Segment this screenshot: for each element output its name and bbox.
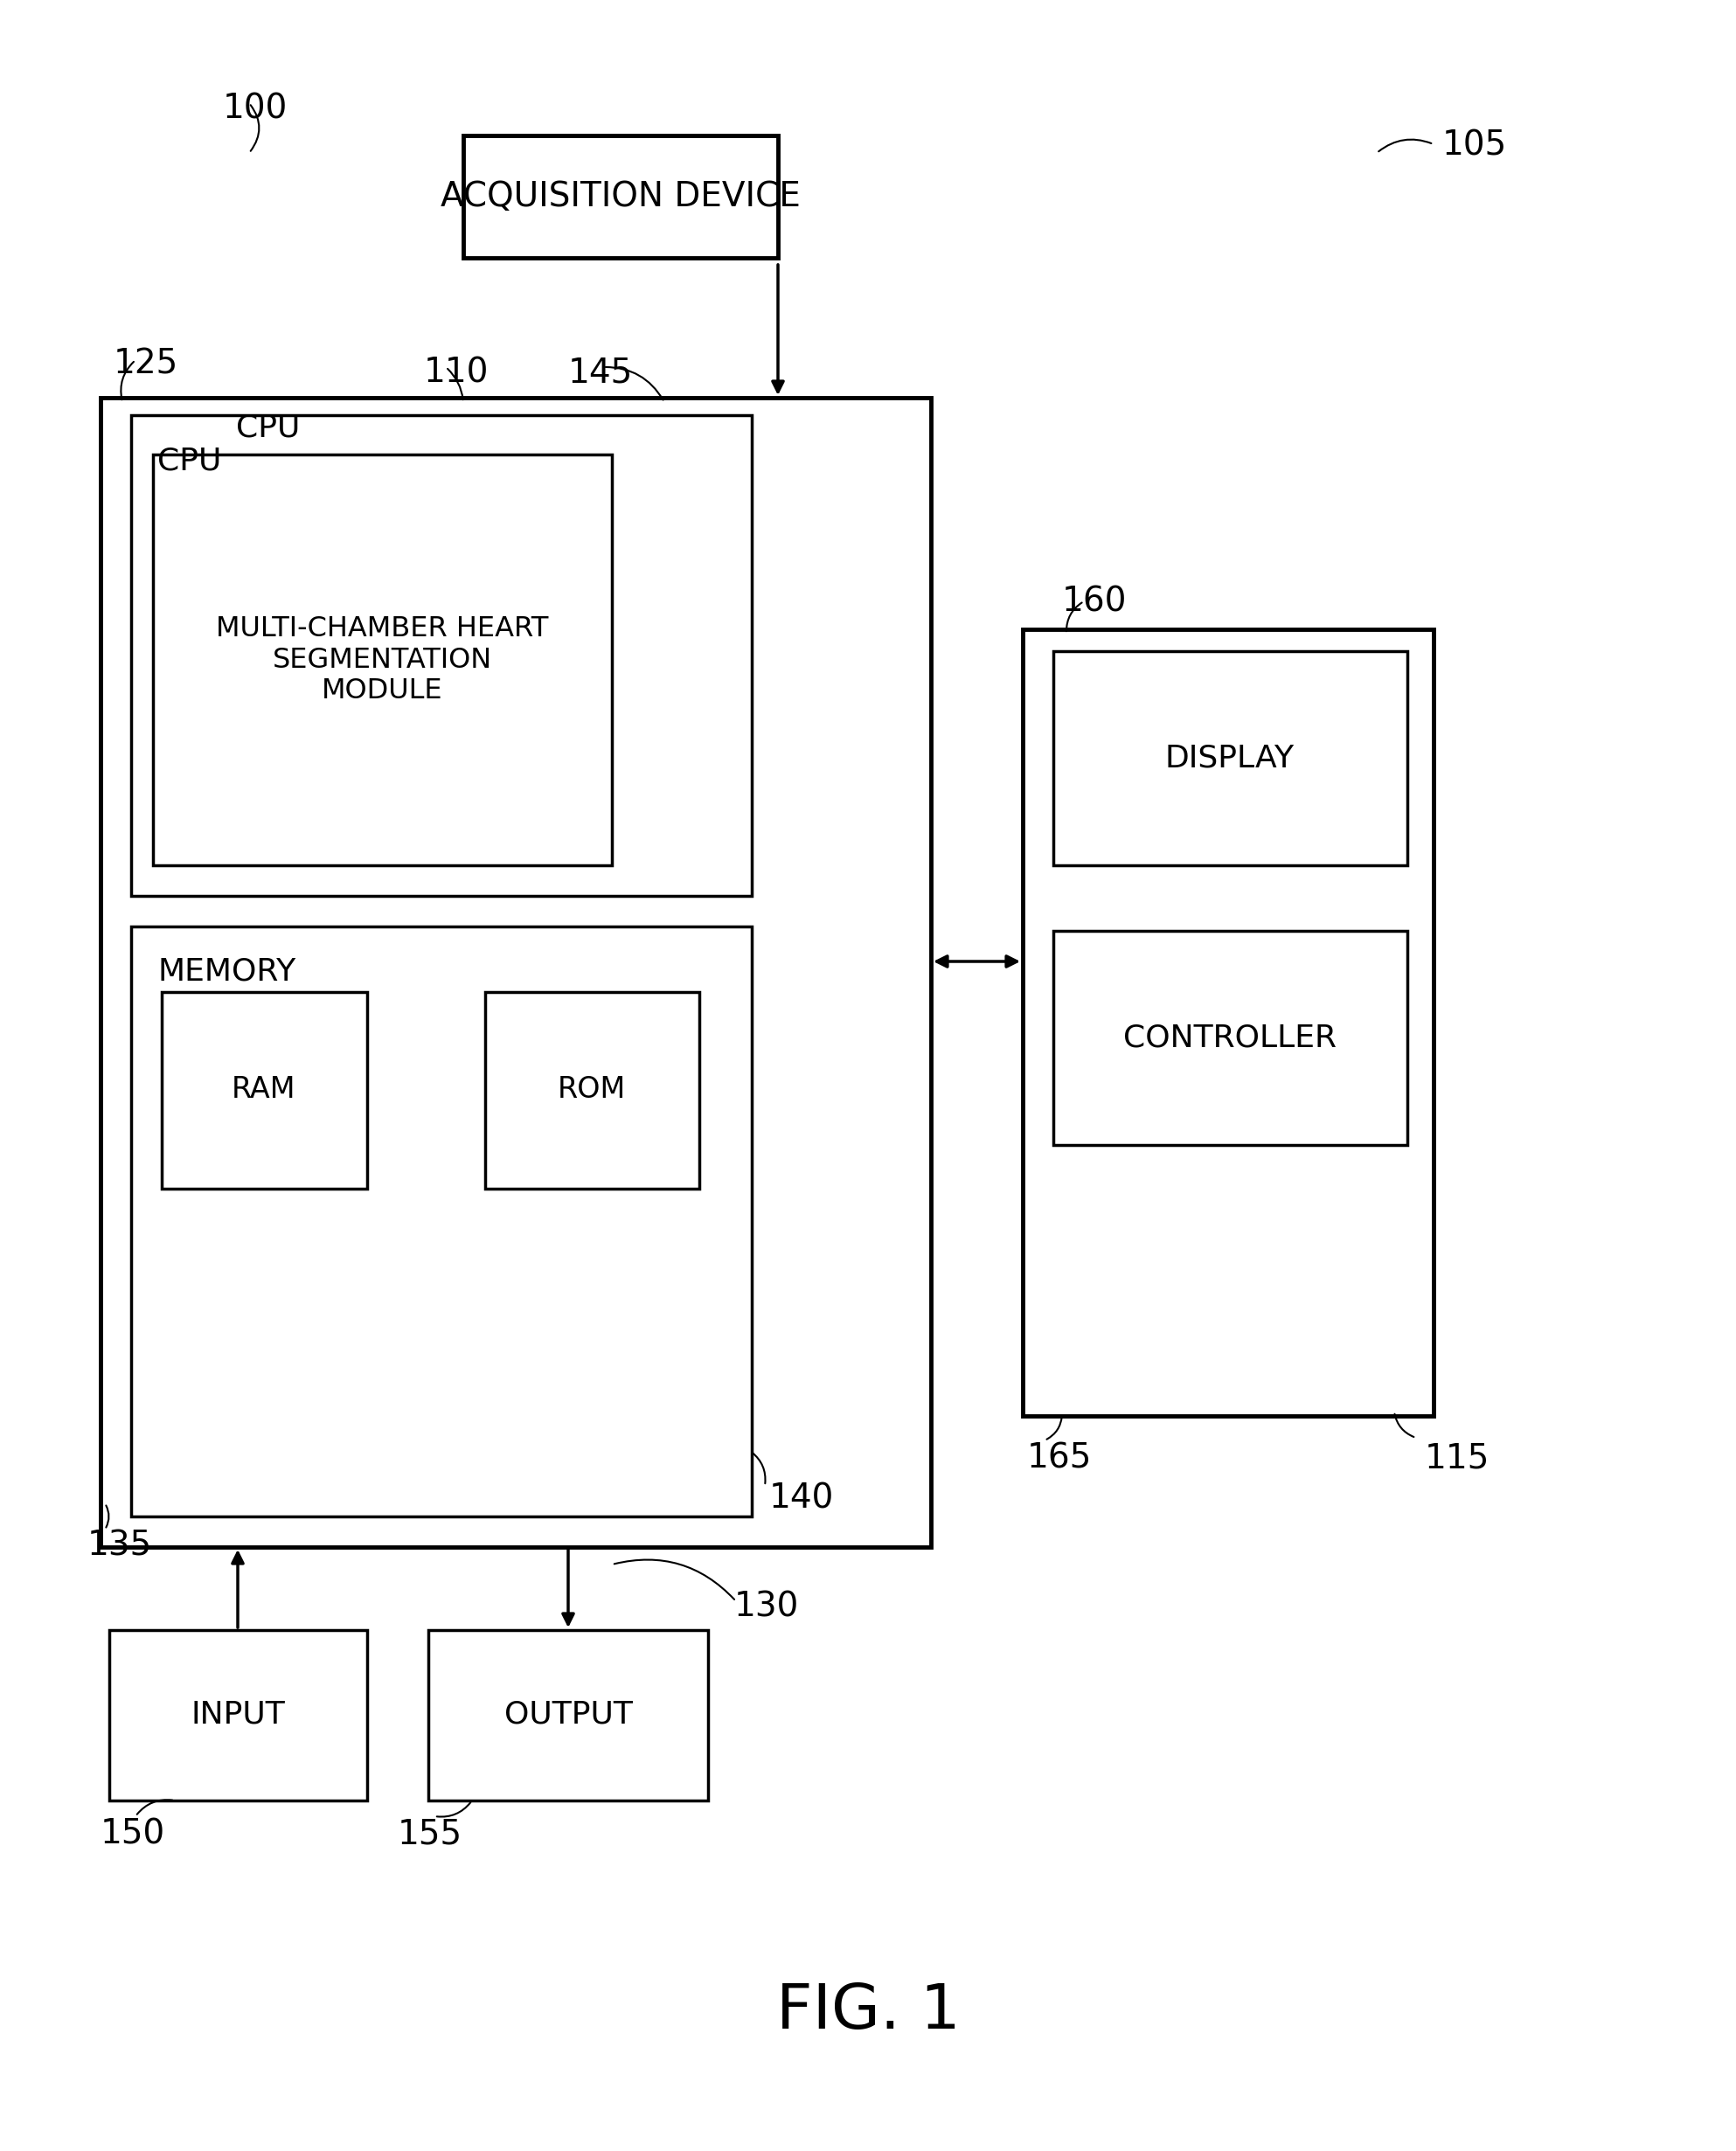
Text: 135: 135 (87, 1529, 153, 1564)
Text: 125: 125 (113, 348, 179, 381)
FancyBboxPatch shape (109, 1630, 366, 1800)
Text: MULTI-CHAMBER HEART
SEGMENTATION
MODULE: MULTI-CHAMBER HEART SEGMENTATION MODULE (215, 615, 549, 706)
Text: 145: 145 (568, 357, 634, 389)
FancyBboxPatch shape (161, 992, 366, 1190)
Text: 155: 155 (398, 1818, 462, 1852)
Text: INPUT: INPUT (191, 1699, 285, 1729)
Text: 160: 160 (1062, 585, 1127, 619)
FancyBboxPatch shape (132, 927, 752, 1516)
FancyBboxPatch shape (132, 415, 752, 895)
Text: CPU: CPU (236, 413, 300, 443)
Text: CPU: CPU (158, 445, 222, 475)
FancyBboxPatch shape (1054, 652, 1408, 865)
Text: RAM: RAM (233, 1076, 297, 1103)
Text: 110: 110 (424, 357, 490, 389)
Text: DISPLAY: DISPLAY (1165, 744, 1295, 774)
FancyBboxPatch shape (429, 1630, 708, 1800)
Text: 105: 105 (1443, 129, 1507, 163)
Text: MEMORY: MEMORY (158, 957, 295, 987)
Text: ACQUISITION DEVICE: ACQUISITION DEVICE (441, 181, 800, 213)
FancyBboxPatch shape (464, 136, 778, 258)
Text: CONTROLLER: CONTROLLER (1123, 1022, 1337, 1052)
Text: ROM: ROM (557, 1076, 627, 1103)
Text: 150: 150 (101, 1818, 165, 1852)
Text: 140: 140 (769, 1482, 835, 1514)
Text: FIG. 1: FIG. 1 (776, 1981, 960, 2041)
FancyBboxPatch shape (484, 992, 700, 1190)
FancyBboxPatch shape (101, 398, 930, 1547)
FancyBboxPatch shape (1023, 630, 1434, 1415)
FancyBboxPatch shape (153, 454, 611, 865)
Text: 130: 130 (734, 1592, 799, 1624)
Text: OUTPUT: OUTPUT (503, 1699, 632, 1729)
Text: 100: 100 (222, 92, 288, 125)
FancyBboxPatch shape (1054, 931, 1408, 1144)
Text: 115: 115 (1425, 1441, 1489, 1476)
Text: 165: 165 (1028, 1441, 1092, 1476)
